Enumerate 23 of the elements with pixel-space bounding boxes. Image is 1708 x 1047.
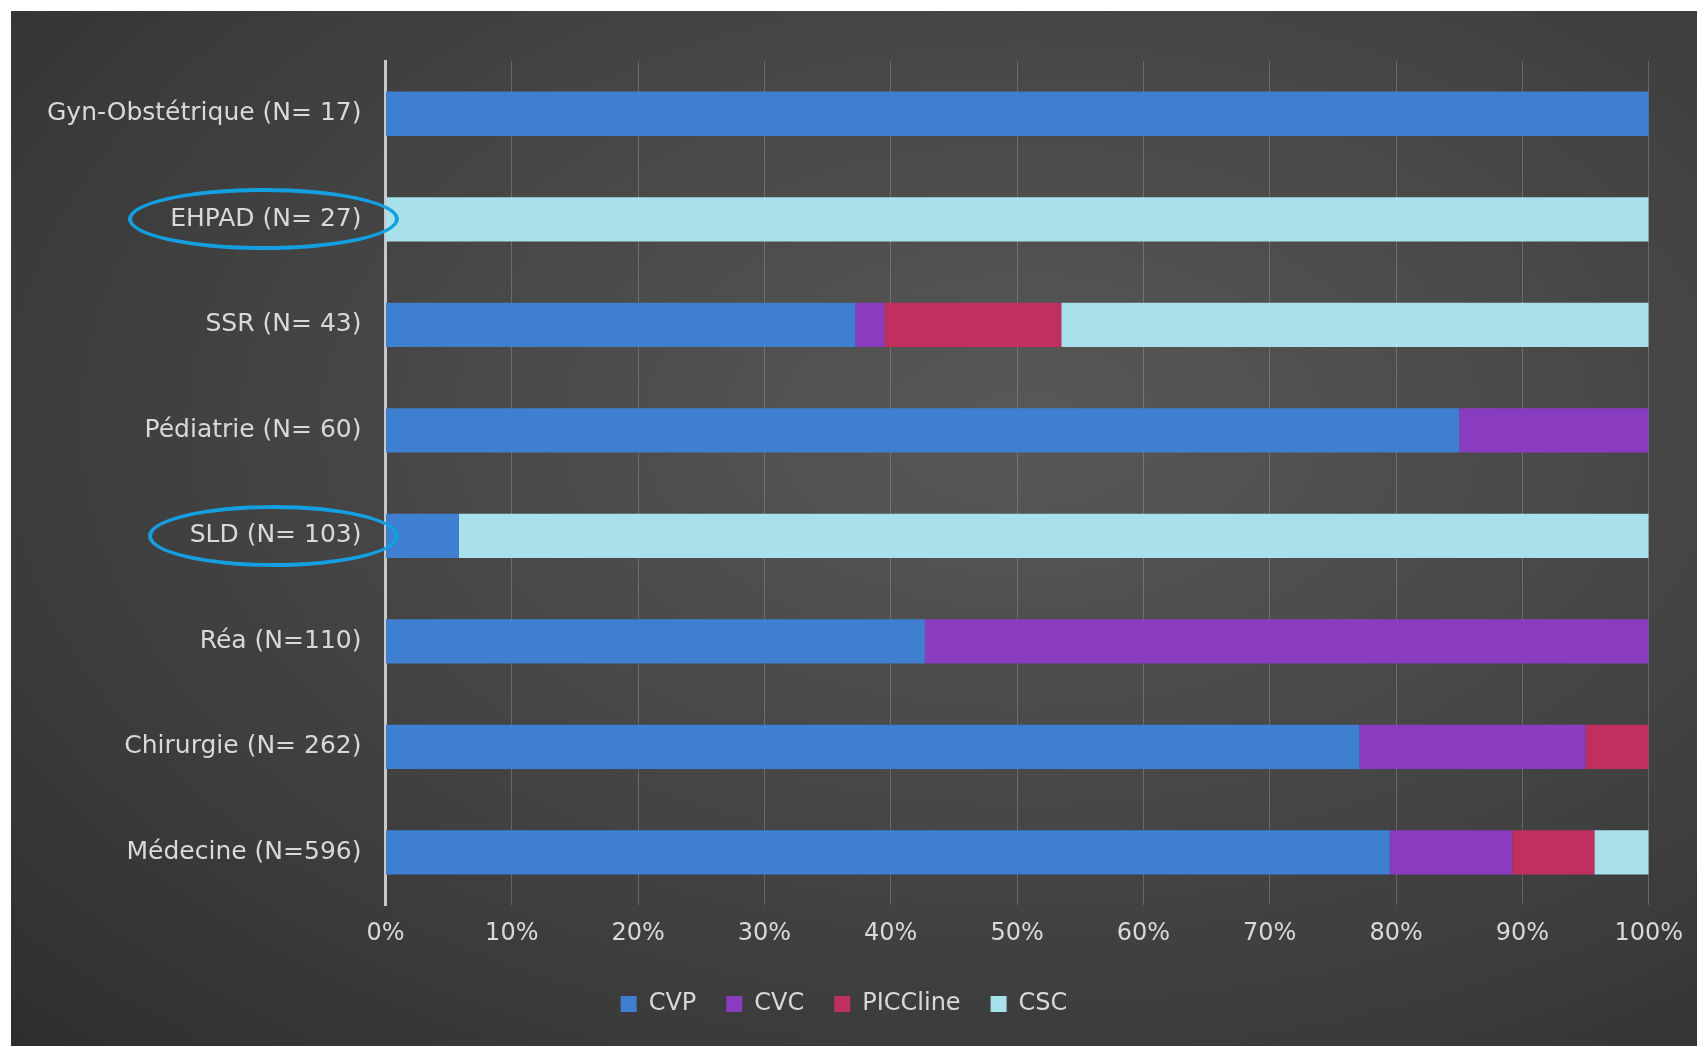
x-tick-label: 70% xyxy=(1243,917,1297,946)
x-tick-label: 50% xyxy=(990,917,1044,946)
y-tick-label: SSR (N= 43) xyxy=(205,308,362,338)
x-tick-label: 30% xyxy=(737,917,792,946)
x-tick-label: 0% xyxy=(366,917,405,946)
y-tick-label: Réa (N=110) xyxy=(199,624,362,654)
x-tick-label: 40% xyxy=(864,917,918,946)
y-tick-label: EHPAD (N= 27) xyxy=(170,202,362,232)
y-tick-label: SLD (N= 103) xyxy=(189,519,362,549)
x-tick-label: 60% xyxy=(1116,917,1171,946)
y-tick-label: Chirurgie (N= 262) xyxy=(124,730,362,760)
y-tick-label: Médecine (N=596) xyxy=(126,835,362,865)
legend-label: CSC xyxy=(1018,988,1068,1017)
x-tick-label: 20% xyxy=(611,917,665,946)
x-tick-label: 90% xyxy=(1495,917,1550,946)
x-tick-label: 100% xyxy=(1614,917,1684,946)
y-tick-label: Gyn-Obstétrique (N= 17) xyxy=(47,97,362,127)
legend-label: CVC xyxy=(754,988,805,1017)
legend-label: PICCline xyxy=(862,988,961,1017)
legend-label: CVP xyxy=(648,988,697,1017)
x-tick-label: 80% xyxy=(1369,917,1423,946)
x-tick-label: 10% xyxy=(485,917,539,946)
y-tick-label: Pédiatrie (N= 60) xyxy=(144,413,362,443)
